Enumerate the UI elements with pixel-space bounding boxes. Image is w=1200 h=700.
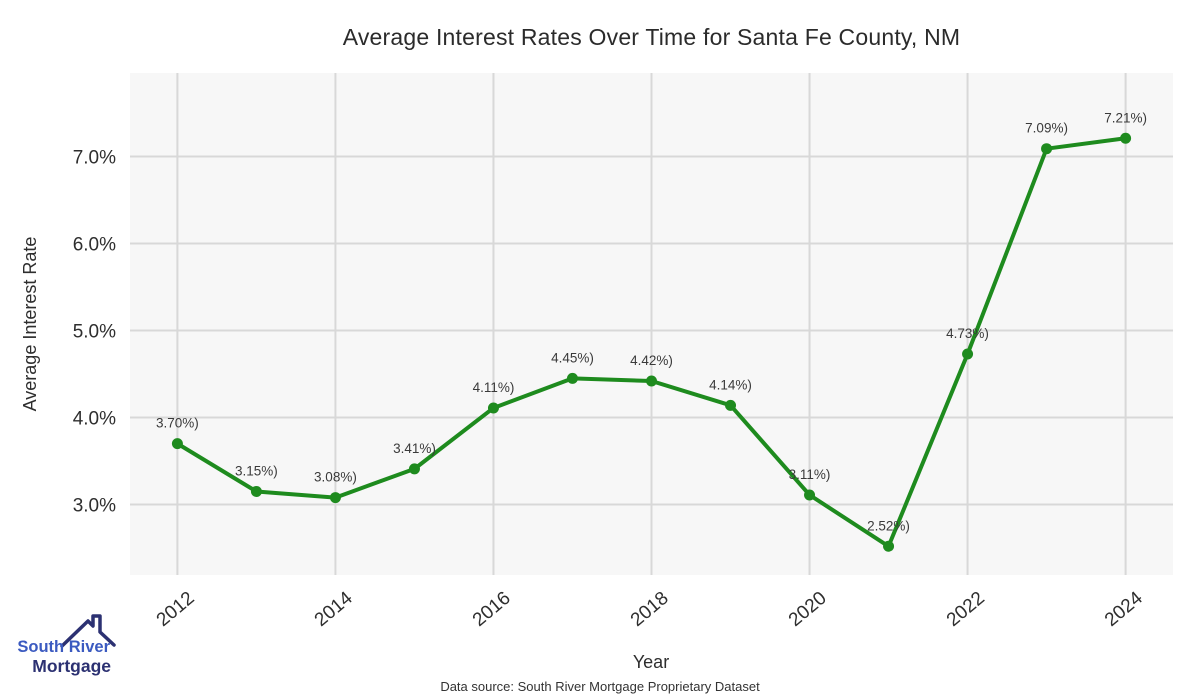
y-axis-tick-label: 5.0% <box>73 322 116 343</box>
x-axis-tick-label: 2014 <box>311 587 357 631</box>
data-point-label: 7.21%) <box>1104 110 1147 125</box>
data-point-label: 3.08%) <box>314 470 357 485</box>
data-point-marker <box>725 399 737 411</box>
x-axis-tick-label: 2020 <box>785 588 831 631</box>
data-source-note: Data source: South River Mortgage Propri… <box>440 679 760 694</box>
data-point-marker <box>171 438 183 450</box>
data-point-marker <box>566 372 578 384</box>
house-roof-icon <box>60 614 116 648</box>
data-point-label: 4.45%) <box>551 350 594 365</box>
data-point-label: 4.14%) <box>709 377 752 392</box>
data-point-label: 4.42%) <box>630 353 673 368</box>
data-point-label: 7.09%) <box>1025 121 1068 136</box>
data-point-marker <box>329 492 341 504</box>
data-point-marker <box>962 348 974 360</box>
south-river-mortgage-logo: South River Mortgage <box>17 614 116 676</box>
data-point-marker <box>1041 143 1053 155</box>
x-axis-tick-label: 2022 <box>943 588 989 631</box>
x-axis-tick-label: 2024 <box>1101 587 1147 631</box>
data-point-marker <box>646 375 657 387</box>
data-point-marker <box>883 540 895 552</box>
data-point-label: 4.73%) <box>946 326 989 341</box>
data-point-marker <box>250 485 262 497</box>
y-axis-title: Average Interest Rate <box>20 237 40 412</box>
data-point-label: 3.11%) <box>789 467 831 482</box>
x-axis-tick-label: 2012 <box>153 588 199 631</box>
x-axis-title: Year <box>633 652 669 672</box>
y-axis-tick-label: 3.0% <box>73 496 116 517</box>
y-axis-tick-label: 4.0% <box>73 409 116 430</box>
data-point-label: 4.11%) <box>473 380 515 395</box>
data-point-label: 3.70%) <box>156 416 199 431</box>
data-point-marker <box>408 463 420 475</box>
y-axis-tick-label: 6.0% <box>73 235 116 256</box>
data-point-marker <box>1120 132 1132 144</box>
logo-text-primary: South River <box>17 638 110 656</box>
y-axis-tick-label: 7.0% <box>73 148 116 169</box>
data-point-marker <box>804 489 816 501</box>
data-point-label: 2.52%) <box>867 518 910 533</box>
data-point-marker <box>487 402 499 414</box>
chart-title: Average Interest Rates Over Time for San… <box>342 24 961 50</box>
x-axis-tick-label: 2018 <box>627 588 673 631</box>
data-point-label: 3.41%) <box>393 441 436 456</box>
x-axis-tick-label: 2016 <box>469 588 515 631</box>
data-point-label: 3.15%) <box>235 463 278 478</box>
logo-text-secondary: Mortgage <box>32 656 111 676</box>
